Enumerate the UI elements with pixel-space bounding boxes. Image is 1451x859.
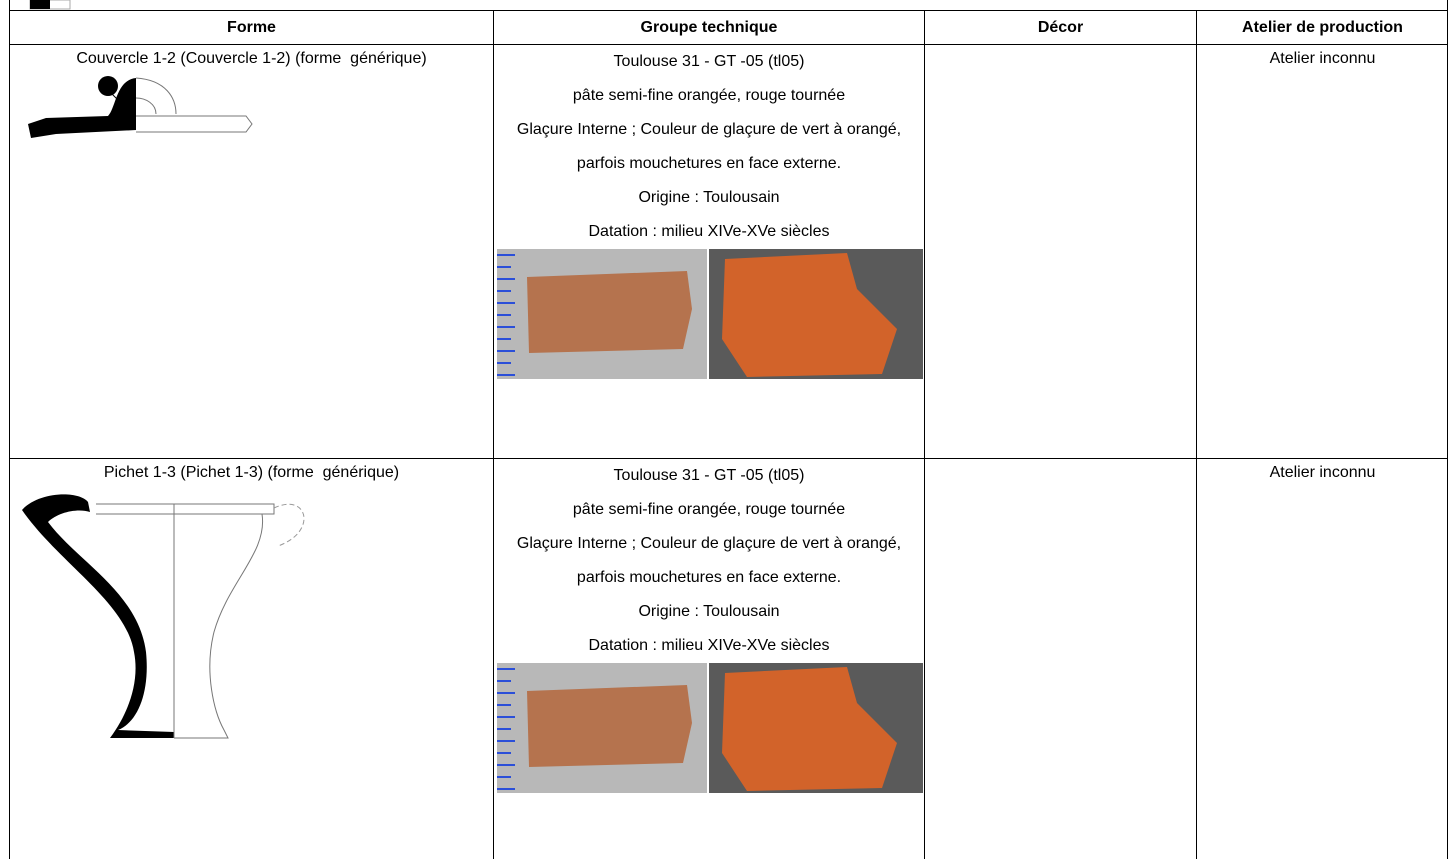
groupe-cell: Toulouse 31 - GT -05 (tl05) pâte semi-fi… (493, 44, 925, 459)
groupe-line: Glaçure Interne ; Couleur de glaçure de … (516, 535, 902, 586)
decor-cell (924, 458, 1197, 859)
groupe-line: Toulouse 31 - GT -05 (tl05) (613, 53, 805, 70)
header-cell: Groupe technique (493, 10, 925, 45)
groupe-line: Glaçure Interne ; Couleur de glaçure de … (516, 121, 902, 172)
icon (29, 0, 71, 10)
profile-drawing (22, 494, 305, 739)
forme-cell: Pichet 1-3 (Pichet 1-3) (forme générique… (10, 458, 494, 859)
groupe-line: Origine : Toulousain (638, 189, 780, 206)
atelier-cell: Atelier inconnu (1196, 44, 1447, 459)
header-cell: Décor (924, 10, 1197, 45)
header-cell: Atelier de production (1196, 10, 1447, 45)
ceramics-table: Forme Groupe technique Décor Atelier de … (10, 10, 1447, 859)
profile-drawing (28, 76, 253, 138)
table-frame: Forme Groupe technique Décor Atelier de … (9, 0, 1448, 859)
row: Couvercle 1-2 (Couvercle 1-2) (forme gén… (10, 44, 1447, 459)
groupe-line: pâte semi-fine orangée, rouge tournée (572, 501, 846, 518)
forme-label: Couvercle 1-2 (Couvercle 1-2) (forme gén… (76, 50, 427, 67)
sample-photo (497, 249, 923, 379)
forme-cell: Couvercle 1-2 (Couvercle 1-2) (forme gén… (10, 44, 494, 459)
atelier-cell: Atelier inconnu (1196, 458, 1447, 859)
decor-cell (924, 44, 1197, 459)
header-cell: Forme (10, 10, 494, 45)
groupe-line: Datation : milieu XIVe-XVe siècles (588, 223, 830, 240)
groupe-cell: Toulouse 31 - GT -05 (tl05) pâte semi-fi… (493, 458, 925, 859)
sample-photo (497, 663, 923, 793)
forme-label: Pichet 1-3 (Pichet 1-3) (forme générique… (103, 464, 400, 481)
groupe-line: Toulouse 31 - GT -05 (tl05) (613, 467, 805, 484)
groupe-line: Origine : Toulousain (638, 603, 780, 620)
groupe-line: pâte semi-fine orangée, rouge tournée (572, 87, 846, 104)
groupe-line: Datation : milieu XIVe-XVe siècles (588, 637, 830, 654)
row: Pichet 1-3 (Pichet 1-3) (forme générique… (10, 458, 1447, 859)
header-row: Forme Groupe technique Décor Atelier de … (10, 10, 1447, 45)
